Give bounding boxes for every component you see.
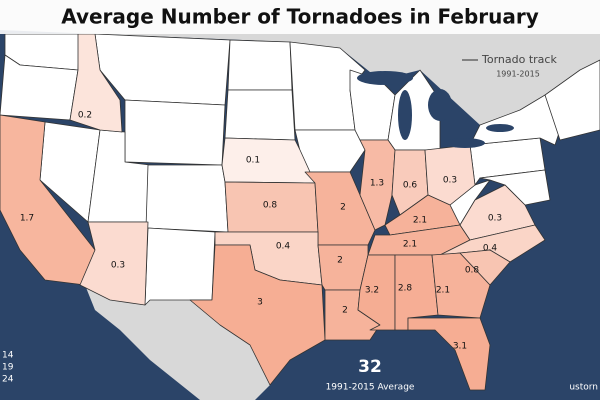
state-region: [69, 33, 123, 133]
state-value: 0.8: [465, 266, 480, 276]
state-value: 0.8: [263, 201, 278, 211]
state: [227, 39, 293, 91]
legend-label: Tornado track: [481, 53, 557, 66]
total-value: 32: [358, 357, 382, 377]
state-value: 3.2: [365, 286, 379, 296]
state-value: 3.1: [453, 342, 467, 352]
state-value: 0.3: [443, 176, 457, 186]
title: Average Number of Tornadoes in February: [61, 5, 539, 29]
state-region: [459, 249, 511, 286]
great-lakes: [357, 71, 514, 148]
title-bar: [0, 0, 600, 34]
state-value: 2.1: [403, 240, 417, 250]
state: [124, 99, 226, 166]
state-value: 1.3: [370, 179, 384, 189]
mexico: [85, 285, 270, 400]
side-label: 19: [2, 363, 14, 373]
lake: [486, 124, 514, 132]
lake: [398, 90, 412, 140]
state-value: 0.4: [276, 242, 291, 252]
state-value: 0.6: [403, 181, 418, 191]
state-value: 0.4: [483, 244, 498, 254]
state-value: 2: [342, 306, 348, 316]
side-label: 14: [2, 351, 14, 361]
total-label: 1991-2015 Average: [326, 383, 415, 393]
state-region: [317, 244, 369, 291]
state: [144, 227, 216, 306]
state-value: 2.1: [436, 286, 450, 296]
state-region: [407, 317, 491, 391]
state-value: 0.1: [246, 156, 260, 166]
state-region: [189, 244, 326, 386]
state-value: 3: [257, 298, 263, 308]
lake: [445, 138, 485, 148]
state-value: 2: [340, 203, 346, 213]
state-value: 2: [337, 256, 343, 266]
state: [145, 164, 229, 233]
state-value: 0.3: [111, 261, 125, 271]
lake: [428, 89, 452, 121]
side-label: 24: [2, 375, 14, 385]
state-value: 2.1: [413, 216, 427, 226]
state-region: [79, 221, 149, 306]
credit: ustorn: [569, 383, 598, 393]
state: [224, 89, 296, 141]
lake: [357, 71, 413, 85]
states: 0.2 1.7 0.1 0.8 2 1.3 0.6 0.3 2.1 2.1 0.3 0.4 0.4 2 0.…: [0, 33, 600, 391]
state-value: 1.7: [20, 214, 34, 224]
state-value: 2.8: [398, 284, 413, 294]
legend-years: 1991-2015: [496, 70, 540, 79]
state: [544, 59, 600, 141]
state-value: 0.3: [488, 214, 502, 224]
state-region: [431, 252, 491, 319]
state-value: 0.2: [78, 111, 92, 121]
